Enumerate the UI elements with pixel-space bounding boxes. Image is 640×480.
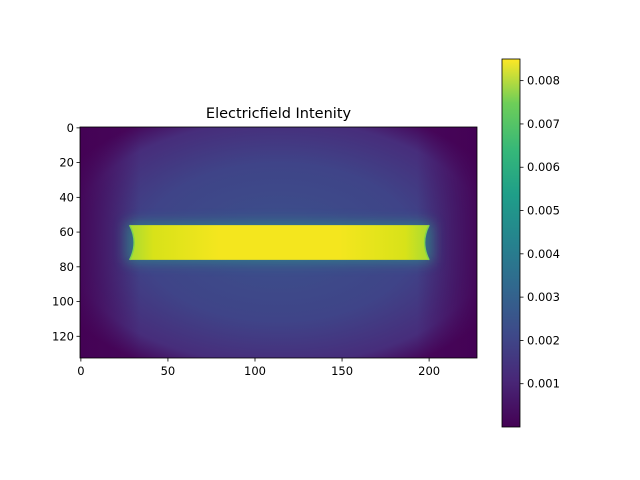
colorbar-tick-label: 0.002 xyxy=(527,333,560,347)
colorbar-tick-label: 0.008 xyxy=(527,74,560,88)
x-tick-label: 100 xyxy=(244,364,266,378)
plate-edge-left xyxy=(129,224,135,261)
x-tick-label: 0 xyxy=(77,364,84,378)
colorbar xyxy=(501,58,521,428)
colorbar-tick-label: 0.004 xyxy=(527,247,560,261)
y-tick-label: 120 xyxy=(52,329,74,343)
colorbar-tick-label: 0.005 xyxy=(527,204,560,218)
x-tick-label: 150 xyxy=(331,364,353,378)
colorbar-ticks: 0.001 0.002 0.003 0.004 0.005 0.006 0.007 0.008 xyxy=(520,74,560,391)
plate-band xyxy=(129,225,430,260)
x-tick-label: 50 xyxy=(161,364,176,378)
heatmap-image xyxy=(80,127,477,358)
plate-region xyxy=(129,224,430,261)
y-tick-label: 80 xyxy=(59,260,74,274)
y-tick-label: 40 xyxy=(59,190,74,204)
x-axis-ticks: 0 50 100 150 200 xyxy=(77,358,440,378)
axes-frame xyxy=(79,126,478,359)
x-tick-label: 200 xyxy=(418,364,440,378)
plate-edge-right xyxy=(423,224,430,261)
y-tick-label: 0 xyxy=(67,121,74,135)
colorbar-tick-label: 0.006 xyxy=(527,160,560,174)
colorbar-tick-label: 0.007 xyxy=(527,117,560,131)
y-tick-label: 20 xyxy=(59,156,74,170)
colorbar-tick-label: 0.001 xyxy=(527,377,560,391)
y-tick-label: 100 xyxy=(52,295,74,309)
y-axis-ticks: 0 20 40 60 80 100 120 xyxy=(52,121,80,343)
chart-title: Electricfield Intenity xyxy=(206,106,352,122)
colorbar-tick-label: 0.003 xyxy=(527,290,560,304)
y-tick-label: 60 xyxy=(59,225,74,239)
